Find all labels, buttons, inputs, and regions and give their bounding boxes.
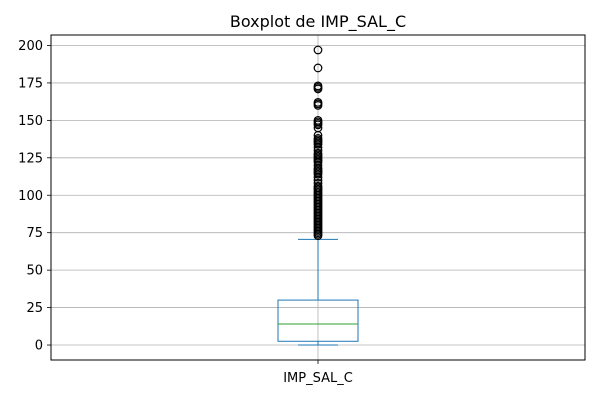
x-axis: IMP_SAL_C bbox=[283, 360, 353, 386]
y-tick-label: 100 bbox=[18, 189, 43, 204]
y-tick-label: 175 bbox=[18, 76, 43, 91]
y-axis: 0 25 50 75 100 125 150 175 200 bbox=[18, 39, 51, 354]
outlier-point bbox=[313, 115, 323, 125]
outlier-point bbox=[313, 148, 323, 158]
x-tick-label: IMP_SAL_C bbox=[283, 371, 353, 386]
outlier-point bbox=[313, 178, 323, 188]
y-tick-label: 0 bbox=[35, 339, 43, 354]
chart-title: Boxplot de IMP_SAL_C bbox=[230, 12, 406, 32]
outlier-point bbox=[313, 133, 323, 143]
grid-lines bbox=[51, 35, 585, 360]
y-tick-label: 25 bbox=[26, 301, 43, 316]
y-tick-label: 150 bbox=[18, 114, 43, 129]
plot-area bbox=[277, 45, 359, 346]
y-tick-label: 200 bbox=[18, 39, 43, 54]
outlier-point bbox=[313, 63, 323, 73]
outlier-point bbox=[313, 45, 323, 55]
iqr-box bbox=[277, 299, 359, 342]
outlier-point bbox=[313, 81, 323, 91]
y-tick-label: 125 bbox=[18, 151, 43, 166]
outlier-point bbox=[313, 181, 323, 191]
y-tick-label: 75 bbox=[26, 226, 43, 241]
outlier-point bbox=[313, 97, 323, 107]
y-tick-label: 50 bbox=[26, 264, 43, 279]
